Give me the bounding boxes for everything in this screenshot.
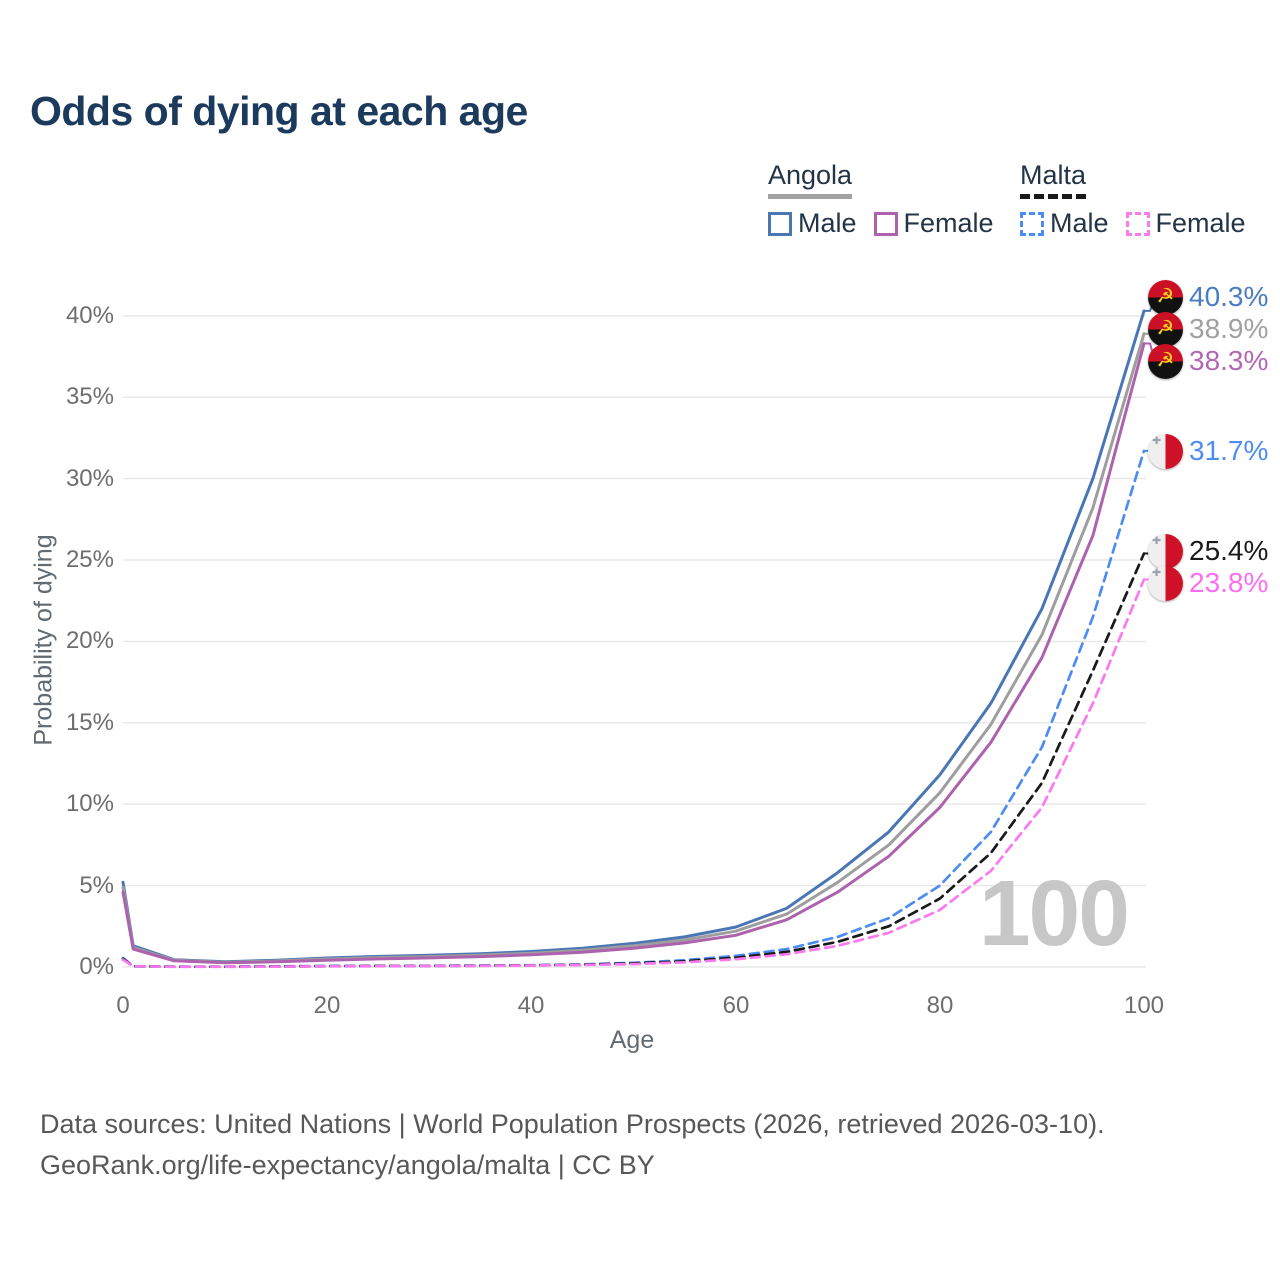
y-tick-label: 35% (65, 383, 114, 410)
malta-cross-glyph: ✚ (1152, 566, 1162, 579)
y-tick-label: 30% (65, 465, 114, 492)
end-label-angola-both-sexes: ☭ 38.9% (1148, 311, 1268, 347)
page-title: Odds of dying at each age (30, 88, 528, 134)
end-label-value: 23.8% (1189, 567, 1269, 598)
y-tick-label: 0% (79, 953, 114, 980)
legend-swatch-dashed (1020, 211, 1044, 236)
y-axis-title: Probability of dying (29, 534, 58, 746)
legend-header-malta: Malta (1020, 160, 1087, 199)
footer-url-line: GeoRank.org/life-expectancy/angola/malta… (40, 1150, 655, 1180)
x-tick-label: 20 (313, 992, 341, 1019)
end-label-malta-female: ✚ 23.8% (1148, 565, 1268, 601)
end-label-value: 25.4% (1189, 535, 1269, 566)
legend-row: Male Female (1020, 208, 1246, 239)
legend-item-malta-male[interactable]: Male (1020, 208, 1109, 239)
legend-item-malta-female[interactable]: Female (1125, 208, 1246, 239)
x-tick-label: 0 (116, 992, 130, 1019)
series-line-malta-female[interactable] (121, 578, 1146, 969)
legend-item-label: Male (1050, 208, 1109, 238)
legend-header-angola: Angola (768, 160, 853, 199)
malta-flag-icon: ✚ (1148, 433, 1183, 469)
legend-swatch-solid (768, 211, 792, 236)
legend-group-angola: Angola Male Female (768, 160, 994, 239)
x-tick-label: 60 (722, 992, 750, 1019)
end-label-angola-male: ☭ 40.3% (1148, 279, 1268, 315)
legend-swatch-solid (873, 211, 898, 236)
y-tick-label: 40% (65, 302, 114, 329)
legend-item-angola-male[interactable]: Male (768, 208, 857, 239)
x-tick-label: 100 (1123, 992, 1165, 1019)
y-tick-label: 5% (79, 872, 114, 899)
end-label-connector (1145, 578, 1160, 584)
malta-cross-glyph: ✚ (1152, 434, 1162, 447)
y-tick-label: 10% (65, 790, 114, 817)
angola-emblem-glyph: ☭ (1156, 285, 1175, 308)
end-label-value: 31.7% (1189, 435, 1269, 466)
x-axis-title: Age (609, 1026, 655, 1054)
end-label-value: 40.3% (1189, 281, 1269, 312)
legend-item-angola-female[interactable]: Female (873, 208, 994, 239)
y-tick-label: 20% (65, 627, 114, 654)
footer-source-line: Data sources: United Nations | World Pop… (40, 1109, 1105, 1139)
legend-row: Male Female (768, 208, 994, 239)
y-tick-label: 15% (65, 709, 114, 736)
footer: Data sources: United Nations | World Pop… (40, 1104, 1105, 1186)
legend-swatch-dashed (1125, 211, 1150, 236)
legend-item-label: Female (1155, 208, 1246, 238)
end-label-value: 38.3% (1189, 345, 1269, 376)
y-tick-label: 25% (65, 546, 114, 573)
end-label-angola-female: ☭ 38.3% (1148, 343, 1268, 379)
malta-cross-glyph: ✚ (1152, 534, 1162, 547)
angola-emblem-glyph: ☭ (1156, 317, 1175, 340)
malta-flag-icon: ✚ (1148, 533, 1183, 569)
end-label-malta-male: ✚ 31.7% (1148, 433, 1268, 469)
legend-group-malta: Malta Male Female (1020, 160, 1246, 239)
x-tick-label: 40 (517, 992, 545, 1019)
series-line-angola-female[interactable] (121, 342, 1146, 965)
angola-emblem-glyph: ☭ (1156, 349, 1175, 372)
angola-flag-icon: ☭ (1148, 311, 1183, 347)
angola-flag-icon: ☭ (1148, 343, 1183, 379)
legend-item-label: Male (798, 208, 857, 238)
malta-flag-icon: ✚ (1148, 565, 1183, 601)
age-watermark: 100 (978, 861, 1130, 965)
end-label-connector (1145, 549, 1160, 555)
x-tick-label: 80 (926, 992, 954, 1019)
angola-flag-icon: ☭ (1148, 279, 1183, 315)
end-label-value: 38.9% (1189, 313, 1269, 344)
legend-item-label: Female (903, 208, 994, 238)
end-label-malta-both-sexes: ✚ 25.4% (1148, 533, 1268, 569)
